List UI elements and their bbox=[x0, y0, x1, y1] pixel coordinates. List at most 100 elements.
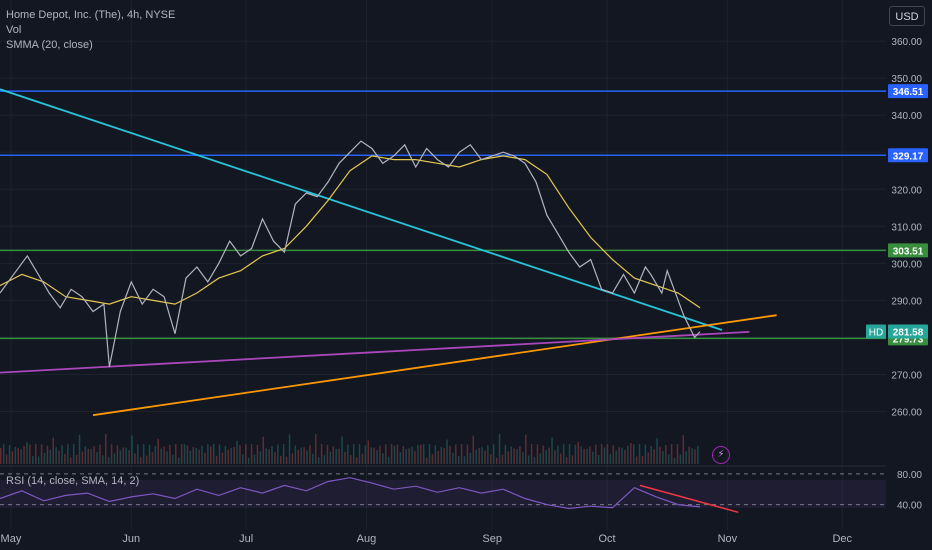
volume-bar bbox=[574, 444, 577, 464]
volume-bar bbox=[277, 444, 279, 464]
volume-bar bbox=[644, 444, 647, 464]
volume-bar bbox=[527, 455, 530, 464]
volume-bar bbox=[501, 454, 504, 464]
volume-bar bbox=[667, 454, 670, 464]
volume-bar bbox=[288, 434, 291, 464]
volume-bar bbox=[597, 454, 600, 464]
volume-bar bbox=[49, 449, 52, 464]
volume-bar bbox=[411, 446, 413, 464]
volume-bar bbox=[355, 457, 358, 464]
volume-bar bbox=[291, 453, 294, 464]
volume-bar bbox=[580, 446, 582, 464]
volume-bar bbox=[697, 445, 699, 464]
volume-bar bbox=[469, 452, 472, 464]
volume-bar bbox=[542, 445, 545, 464]
volume-bar bbox=[422, 444, 425, 464]
volume-bar bbox=[376, 449, 378, 464]
volume-bar bbox=[635, 456, 638, 464]
volume-bar bbox=[350, 455, 352, 464]
volume-bar bbox=[583, 448, 585, 464]
volume-bar bbox=[294, 445, 297, 464]
volume-bar bbox=[685, 451, 687, 464]
level-tag-label: 329.17 bbox=[893, 151, 924, 162]
volume-bar bbox=[268, 449, 270, 464]
volume-bar bbox=[0, 448, 2, 464]
volume-bar bbox=[125, 447, 127, 464]
smma-line bbox=[0, 155, 701, 309]
volume-bar bbox=[46, 445, 49, 464]
volume-bar bbox=[519, 446, 521, 464]
volume-bar bbox=[180, 444, 183, 464]
volume-bar bbox=[8, 445, 11, 464]
volume-bar bbox=[154, 446, 157, 464]
volume-bar bbox=[107, 457, 110, 464]
volume-bar bbox=[320, 444, 323, 464]
volume-bar bbox=[498, 434, 501, 464]
currency-button[interactable]: USD bbox=[889, 6, 925, 26]
volume-bar bbox=[265, 448, 267, 464]
volume-bar bbox=[96, 451, 98, 464]
volume-bar bbox=[140, 456, 142, 464]
time-axis-label: May bbox=[1, 533, 22, 545]
volume-bar bbox=[280, 455, 282, 464]
smma-legend[interactable]: SMMA (20, close) bbox=[6, 39, 93, 51]
level-tag-label: 303.51 bbox=[893, 246, 924, 257]
volume-bar bbox=[595, 444, 597, 464]
volume-bar bbox=[653, 449, 655, 464]
volume-bar bbox=[78, 434, 81, 464]
volume-bar bbox=[457, 456, 460, 464]
volume-bar bbox=[396, 444, 399, 464]
volume-bar bbox=[434, 445, 437, 464]
volume-bar bbox=[183, 444, 186, 464]
volume-bar bbox=[236, 440, 238, 464]
volume-bar bbox=[166, 451, 168, 464]
volume-bar bbox=[17, 448, 20, 464]
volume-bar bbox=[460, 444, 463, 464]
volume-bar bbox=[212, 444, 215, 464]
rsi-axis-label: 40.00 bbox=[897, 501, 922, 512]
time-axis: May Jun Jul Aug Sep Oct Nov Dec bbox=[1, 533, 853, 545]
chart-grid bbox=[0, 0, 886, 530]
alert-icon[interactable]: ⚡ bbox=[712, 446, 730, 464]
level-tag bbox=[888, 84, 928, 99]
volume-bar bbox=[347, 444, 349, 464]
rsi-line bbox=[0, 477, 701, 510]
volume-bar bbox=[352, 444, 355, 464]
volume-bar bbox=[627, 445, 629, 464]
volume-bar bbox=[323, 455, 326, 464]
volume-bars bbox=[0, 434, 699, 464]
volume-bar bbox=[43, 452, 46, 464]
volume-bar bbox=[624, 449, 626, 464]
time-axis-label: Nov bbox=[718, 533, 738, 545]
volume-bar bbox=[245, 444, 247, 464]
volume-bar bbox=[326, 444, 329, 464]
volume-bar bbox=[393, 445, 396, 464]
volume-bar bbox=[522, 452, 524, 464]
volume-bar bbox=[589, 446, 591, 464]
volume-bar bbox=[420, 444, 422, 464]
volume-bar bbox=[492, 444, 495, 464]
volume-bar bbox=[510, 446, 512, 464]
volume-bar bbox=[606, 444, 609, 464]
volume-bar bbox=[568, 444, 571, 464]
volume-bar bbox=[676, 444, 679, 464]
volume-bar bbox=[425, 457, 428, 464]
volume-bar bbox=[142, 444, 145, 464]
volume-bar bbox=[408, 448, 410, 464]
volume-bar bbox=[402, 446, 405, 464]
volume-bar bbox=[551, 437, 553, 464]
symbol-title[interactable]: Home Depot, Inc. (The), 4h, NYSE bbox=[6, 9, 176, 21]
price-line bbox=[0, 140, 701, 368]
volume-bar bbox=[437, 450, 440, 464]
volume-bar bbox=[169, 444, 171, 464]
volume-legend[interactable]: Vol bbox=[6, 24, 22, 36]
volume-bar bbox=[177, 457, 180, 464]
level-tag-label: 346.51 bbox=[893, 87, 924, 98]
volume-bar bbox=[35, 444, 37, 464]
volume-bar bbox=[113, 453, 116, 464]
volume-bar bbox=[172, 454, 174, 464]
rsi-legend[interactable]: RSI (14, close, SMA, 14, 2) bbox=[6, 475, 140, 487]
volume-bar bbox=[20, 449, 22, 464]
volume-bar bbox=[603, 447, 606, 464]
